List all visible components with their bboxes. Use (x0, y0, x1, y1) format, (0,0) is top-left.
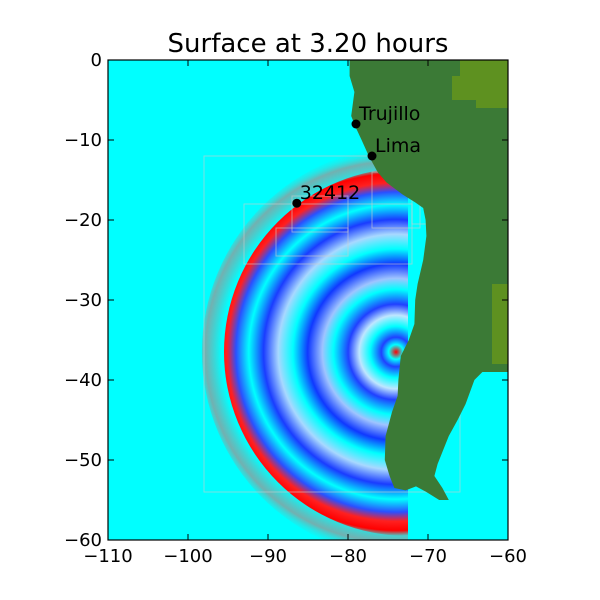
location-label: Lima (375, 135, 421, 157)
y-tick-label: −20 (64, 210, 102, 231)
y-tick-label: −10 (64, 130, 102, 151)
y-axis: 0 −10 −20 −30 −40 −50 −60 (64, 50, 508, 551)
location-label: Trujillo (358, 103, 420, 125)
grid-patch-outline (243, 203, 413, 265)
x-tick-label: −90 (249, 546, 287, 567)
wave-field (224, 168, 408, 536)
location-marker (292, 198, 302, 208)
grid-patch-outline (291, 195, 349, 233)
land-highlands (452, 60, 508, 364)
location-marker (367, 151, 377, 161)
y-tick-label: 0 (91, 50, 102, 71)
location-marker (351, 119, 361, 129)
x-axis: −110 −100 −90 −80 −70 −60 (83, 60, 527, 567)
highland-patch (476, 76, 508, 108)
location-label: 32412 (300, 182, 360, 204)
x-tick-label: −100 (163, 546, 212, 567)
grid-patch-outline (275, 227, 349, 257)
y-tick-label: −40 (64, 370, 102, 391)
chart-title: Surface at 3.20 hours (168, 29, 449, 59)
x-tick-label: −60 (489, 546, 527, 567)
y-tick-label: −60 (64, 530, 102, 551)
highland-patch (492, 284, 508, 324)
highland-patch (460, 60, 508, 76)
x-tick-label: −80 (329, 546, 367, 567)
highland-patch (492, 324, 508, 364)
x-tick-label: −110 (83, 546, 132, 567)
location-markers: Trujillo Lima 32412 (292, 103, 421, 208)
x-tick-label: −70 (409, 546, 447, 567)
plot-area (108, 60, 508, 540)
land-mass (349, 60, 508, 500)
y-tick-label: −30 (64, 290, 102, 311)
highland-patch (452, 76, 476, 100)
y-tick-label: −50 (64, 450, 102, 471)
